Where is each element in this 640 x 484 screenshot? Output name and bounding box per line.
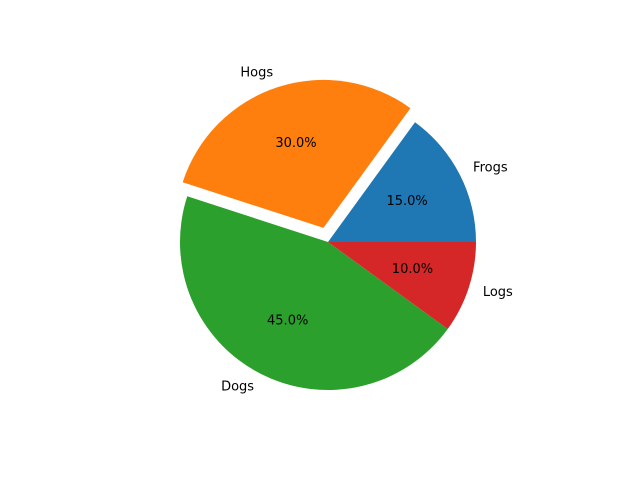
pie-slice-frogs xyxy=(328,122,476,242)
pie-slice-hogs xyxy=(182,79,411,228)
pct-label-hogs: 30.0% xyxy=(275,136,316,151)
slices-layer xyxy=(180,79,476,390)
slice-label-frogs: Frogs xyxy=(473,161,508,176)
slice-label-hogs: Hogs xyxy=(240,66,273,81)
labels-layer: 15.0% Frogs 30.0% Hogs 45.0% Dogs 10.0% Logs xyxy=(221,66,513,395)
pct-label-frogs: 15.0% xyxy=(386,194,427,209)
slice-label-logs: Logs xyxy=(483,285,513,300)
slice-label-dogs: Dogs xyxy=(221,380,254,395)
pct-label-logs: 10.0% xyxy=(392,262,433,277)
pct-label-dogs: 45.0% xyxy=(267,314,308,329)
pie-slice-dogs xyxy=(180,196,448,390)
pie-slice-logs xyxy=(328,242,476,329)
